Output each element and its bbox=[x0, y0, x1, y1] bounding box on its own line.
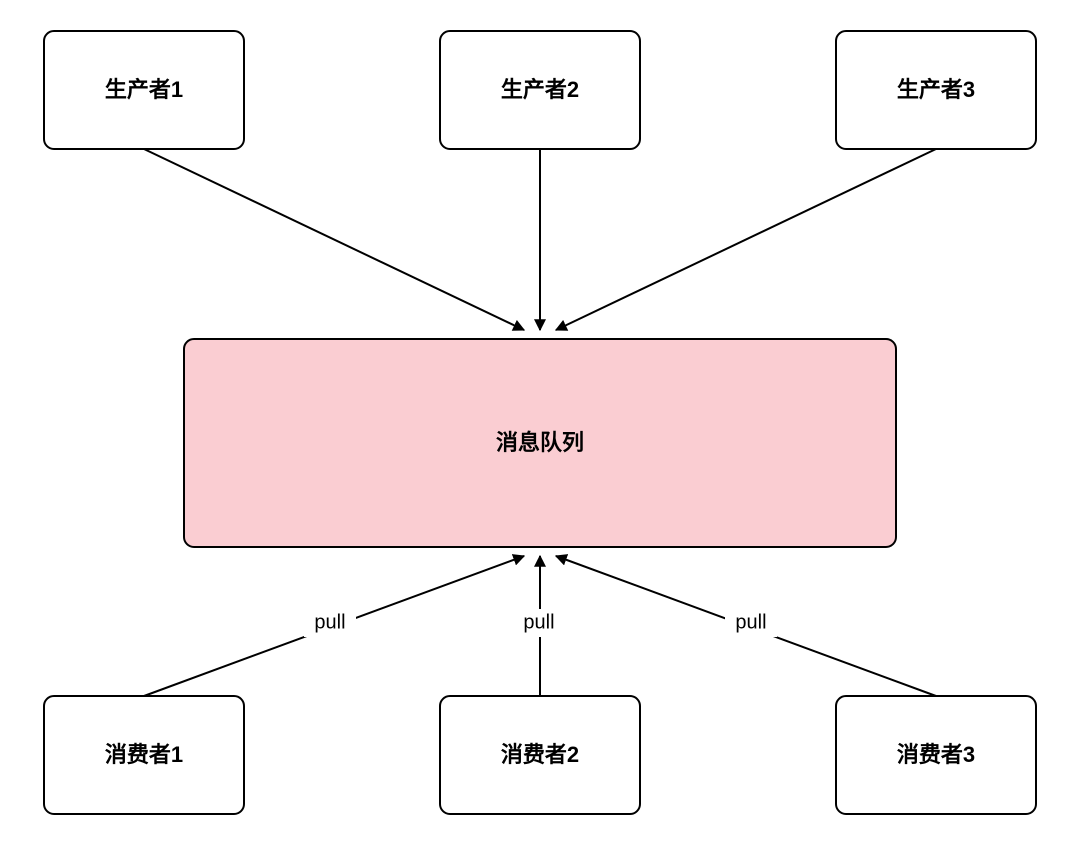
node-label-producer2: 生产者2 bbox=[501, 77, 579, 102]
node-queue: 消息队列 bbox=[184, 339, 896, 547]
node-consumer1: 消费者1 bbox=[44, 696, 244, 814]
edge-label-consumer2-queue: pull bbox=[523, 611, 554, 633]
node-consumer2: 消费者2 bbox=[440, 696, 640, 814]
node-label-consumer2: 消费者2 bbox=[501, 742, 579, 767]
node-label-producer1: 生产者1 bbox=[105, 77, 183, 102]
edge-label-consumer3-queue: pull bbox=[735, 611, 766, 633]
node-label-queue: 消息队列 bbox=[496, 430, 584, 455]
edge-label-consumer1-queue: pull bbox=[314, 611, 345, 633]
diagram-canvas: pull pull pull 生产者1 生产者2 生产者3 消息队列消费者1 消费者2 消费者3 bbox=[0, 0, 1080, 849]
node-consumer3: 消费者3 bbox=[836, 696, 1036, 814]
node-label-consumer1: 消费者1 bbox=[105, 742, 183, 767]
node-producer1: 生产者1 bbox=[44, 31, 244, 149]
node-label-producer3: 生产者3 bbox=[897, 77, 975, 102]
node-producer2: 生产者2 bbox=[440, 31, 640, 149]
node-producer3: 生产者3 bbox=[836, 31, 1036, 149]
node-label-consumer3: 消费者3 bbox=[897, 742, 975, 767]
